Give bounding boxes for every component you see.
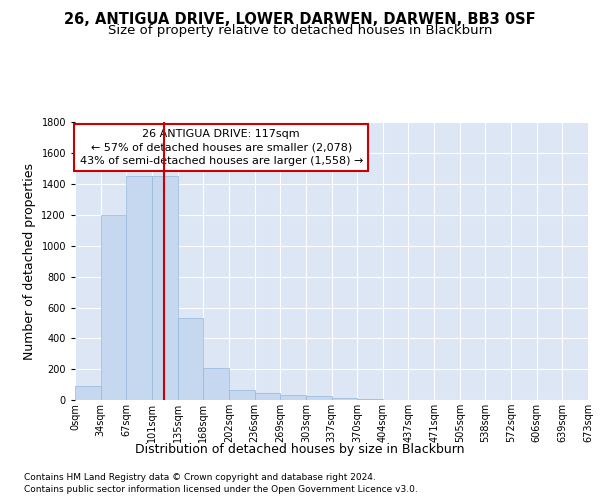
Bar bbox=[331, 398, 357, 400]
Bar bbox=[127, 176, 152, 400]
Bar bbox=[75, 386, 101, 400]
Text: 26, ANTIGUA DRIVE, LOWER DARWEN, DARWEN, BB3 0SF: 26, ANTIGUA DRIVE, LOWER DARWEN, DARWEN,… bbox=[64, 12, 536, 28]
Text: Size of property relative to detached houses in Blackburn: Size of property relative to detached ho… bbox=[108, 24, 492, 37]
Text: 26 ANTIGUA DRIVE: 117sqm
← 57% of detached houses are smaller (2,078)
43% of sem: 26 ANTIGUA DRIVE: 117sqm ← 57% of detach… bbox=[80, 130, 363, 166]
Bar bbox=[152, 176, 178, 400]
Bar bbox=[178, 318, 203, 400]
Text: Contains HM Land Registry data © Crown copyright and database right 2024.: Contains HM Land Registry data © Crown c… bbox=[24, 472, 376, 482]
Text: Contains public sector information licensed under the Open Government Licence v3: Contains public sector information licen… bbox=[24, 485, 418, 494]
Bar bbox=[229, 390, 254, 400]
Bar bbox=[203, 368, 229, 400]
Bar bbox=[357, 399, 383, 400]
Y-axis label: Number of detached properties: Number of detached properties bbox=[23, 163, 36, 360]
Bar bbox=[254, 393, 280, 400]
Text: Distribution of detached houses by size in Blackburn: Distribution of detached houses by size … bbox=[135, 442, 465, 456]
Bar bbox=[101, 215, 127, 400]
Bar bbox=[306, 396, 331, 400]
Bar bbox=[280, 394, 306, 400]
